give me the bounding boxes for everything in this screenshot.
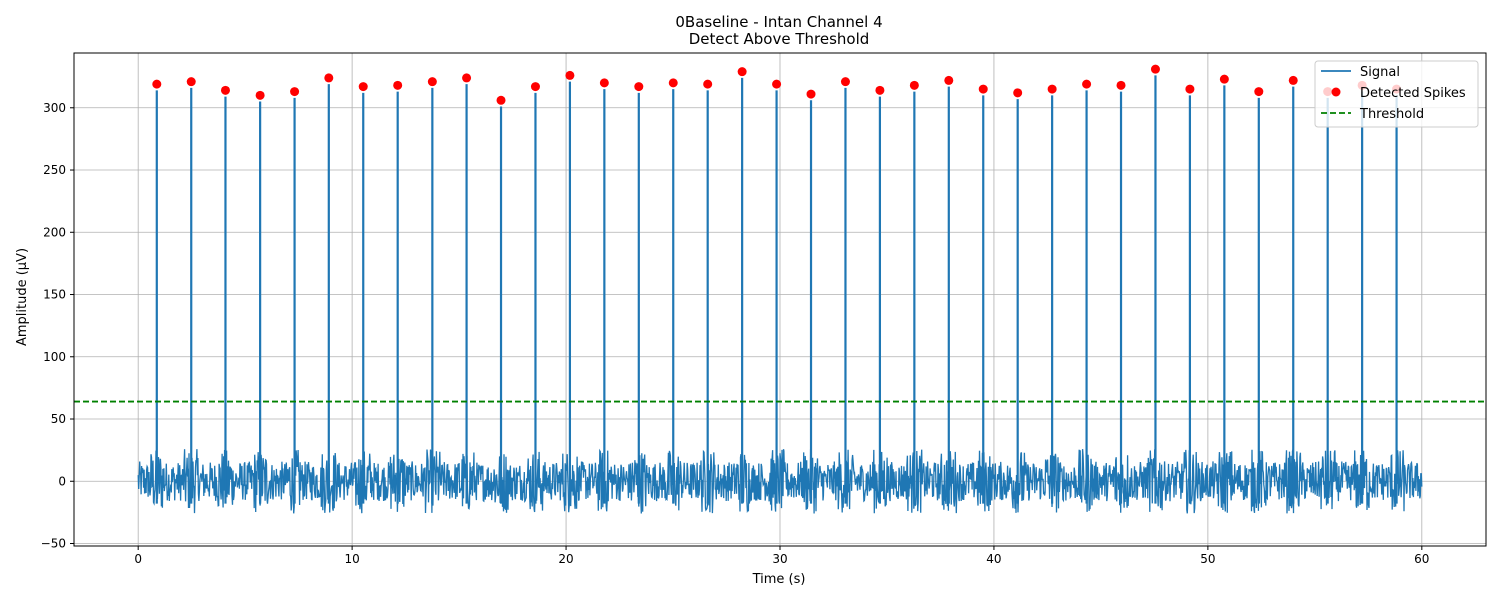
spike-marker [462, 73, 472, 83]
legend-box [1314, 60, 1479, 128]
y-tick-label: 200 [43, 225, 66, 239]
spike-marker [1047, 84, 1057, 94]
spike-marker [875, 85, 885, 95]
chart-title: 0Baseline - Intan Channel 4 [675, 13, 882, 31]
spike-marker [737, 67, 747, 77]
spike-marker [668, 78, 678, 88]
spike-marker [324, 73, 334, 83]
x-tick-label: 20 [558, 552, 573, 566]
x-tick-label: 30 [772, 552, 787, 566]
chart-subtitle: Detect Above Threshold [689, 30, 870, 48]
spike-marker [703, 79, 713, 89]
spike-marker [1219, 74, 1229, 84]
x-axis-label: Time (s) [752, 572, 806, 587]
spike-marker [772, 79, 782, 89]
spike-marker [427, 77, 437, 87]
spike-marker [530, 82, 540, 92]
legend: Signal Detected Spikes Threshold [1314, 60, 1479, 128]
y-tick-label: 0 [58, 474, 66, 488]
y-tick-label: 150 [43, 288, 66, 302]
x-tick-label: 60 [1414, 552, 1429, 566]
y-tick-label: 50 [51, 412, 66, 426]
y-tick-label: 250 [43, 163, 66, 177]
legend-spikes-swatch [1331, 87, 1341, 97]
axes: 0 10 20 30 40 50 60 −50 0 50 100 150 200 250 300 [41, 52, 1487, 566]
spike-marker [1082, 79, 1092, 89]
x-tick-label: 10 [344, 552, 359, 566]
plot-area [74, 64, 1486, 514]
spike-marker [1254, 87, 1264, 97]
y-axis-label: Amplitude (µV) [15, 248, 30, 346]
spike-marker [152, 79, 162, 89]
legend-signal-label: Signal [1360, 65, 1400, 80]
spike-marker [565, 70, 575, 80]
spike-marker [1185, 84, 1195, 94]
spike-marker [290, 87, 300, 97]
spike-marker [1013, 88, 1023, 98]
y-tick-label: −50 [41, 537, 66, 551]
spike-marker [358, 82, 368, 92]
legend-threshold-label: Threshold [1359, 107, 1424, 122]
spike-marker [1116, 80, 1126, 90]
legend-spikes-label: Detected Spikes [1360, 86, 1466, 101]
spike-marker [393, 80, 403, 90]
spike-marker [944, 75, 954, 85]
spike-marker [806, 89, 816, 99]
x-tick-label: 40 [986, 552, 1001, 566]
spike-marker [978, 84, 988, 94]
y-tick-label: 300 [43, 101, 66, 115]
spike-marker [599, 78, 609, 88]
x-tick-label: 0 [134, 552, 142, 566]
y-tick-label: 100 [43, 350, 66, 364]
grid [74, 53, 1486, 546]
spike-marker [1288, 75, 1298, 85]
spike-marker [186, 77, 196, 87]
spike-marker [1150, 64, 1160, 74]
spike-marker [220, 85, 230, 95]
spike-marker [909, 80, 919, 90]
spike-marker [840, 77, 850, 87]
x-tick-label: 50 [1200, 552, 1215, 566]
spike-marker [255, 90, 265, 100]
spike-marker [634, 82, 644, 92]
spike-marker [496, 95, 506, 105]
signal-noise-trace [137, 448, 1423, 514]
